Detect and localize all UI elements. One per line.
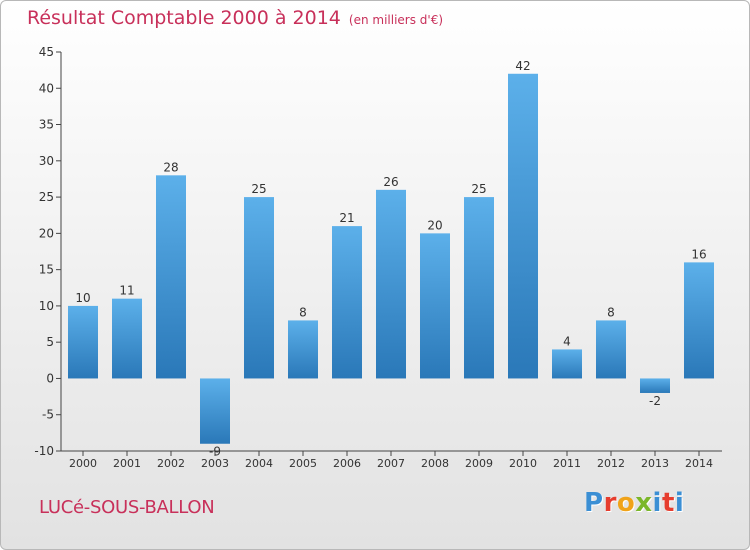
data-labels: 10 11 28 -9 25 8 21 26 20 25 42 4 8 -2 16 <box>75 59 706 459</box>
commune-name: LUCé-SOUS-BALLON <box>39 497 215 518</box>
y-tick-label: -5 <box>42 408 54 422</box>
axes: -10 -5 0 5 10 15 20 25 30 35 40 45 2000 2001 2002 2003 2… <box>34 45 722 470</box>
bar <box>596 320 626 379</box>
y-tick-label: 45 <box>39 45 54 59</box>
proxiti-logo[interactable]: Proxiti <box>584 488 684 518</box>
data-label: 16 <box>691 247 706 261</box>
bar <box>288 320 318 379</box>
y-tick-label: 40 <box>39 81 54 95</box>
data-label: 42 <box>515 59 530 73</box>
chart-title-block: Résultat Comptable 2000 à 2014 (en millie… <box>27 7 443 29</box>
chart-title: Résultat Comptable 2000 à 2014 <box>27 7 341 29</box>
x-tick-label: 2006 <box>333 457 361 470</box>
data-label: 8 <box>607 305 615 319</box>
x-tick-label: 2014 <box>685 457 713 470</box>
bars <box>68 73 714 444</box>
data-label: 21 <box>339 211 354 225</box>
bar <box>332 226 362 379</box>
x-tick-label: 2009 <box>465 457 493 470</box>
data-label: 20 <box>427 218 442 232</box>
y-tick-label: 0 <box>46 371 54 385</box>
bar <box>112 298 142 379</box>
logo-letter: i <box>652 488 662 518</box>
data-label: 25 <box>471 182 486 196</box>
bar <box>508 73 538 379</box>
y-tick-label: 5 <box>46 335 54 349</box>
data-label: 8 <box>299 305 307 319</box>
bar <box>640 378 670 393</box>
y-tick-label: 15 <box>39 263 54 277</box>
bar <box>420 233 450 379</box>
data-label: 26 <box>383 175 398 189</box>
data-label: -9 <box>209 445 221 459</box>
bar <box>200 378 230 444</box>
bar <box>244 197 274 379</box>
y-tick-label: 30 <box>39 154 54 168</box>
x-tick-label: 2012 <box>597 457 625 470</box>
data-label: 25 <box>251 182 266 196</box>
data-label: 4 <box>563 334 571 348</box>
x-tick-label: 2002 <box>157 457 185 470</box>
logo-letter: o <box>616 488 636 518</box>
data-label: 11 <box>119 284 134 298</box>
x-tick-label: 2010 <box>509 457 537 470</box>
x-tick-label: 2007 <box>377 457 405 470</box>
x-tick-label: 2000 <box>69 457 97 470</box>
data-label: -2 <box>649 394 661 408</box>
bar <box>684 262 714 379</box>
x-tick-label: 2008 <box>421 457 449 470</box>
logo-letter: t <box>661 488 675 518</box>
bar <box>156 175 186 379</box>
bar <box>464 197 494 379</box>
y-tick-label: 35 <box>39 118 54 132</box>
logo-letter: P <box>584 488 604 518</box>
logo-letter: i <box>674 488 685 518</box>
x-tick-label: 2005 <box>289 457 317 470</box>
data-label: 28 <box>163 160 178 174</box>
bar <box>552 349 582 379</box>
logo-letter: x <box>635 488 653 518</box>
y-tick-label: 10 <box>39 299 54 313</box>
y-tick-label: 25 <box>39 190 54 204</box>
data-label: 10 <box>75 291 90 305</box>
logo-letter: r <box>603 488 617 518</box>
x-tick-label: 2013 <box>641 457 669 470</box>
bar <box>68 305 98 379</box>
y-tick-label: 20 <box>39 226 54 240</box>
x-tick-label: 2004 <box>245 457 273 470</box>
x-tick-label: 2001 <box>113 457 141 470</box>
x-tick-label: 2011 <box>553 457 581 470</box>
bar <box>376 189 406 379</box>
x-tick-label: 2003 <box>201 457 229 470</box>
chart-subtitle: (en milliers d'€) <box>348 13 444 27</box>
y-tick-label: -10 <box>34 444 54 458</box>
